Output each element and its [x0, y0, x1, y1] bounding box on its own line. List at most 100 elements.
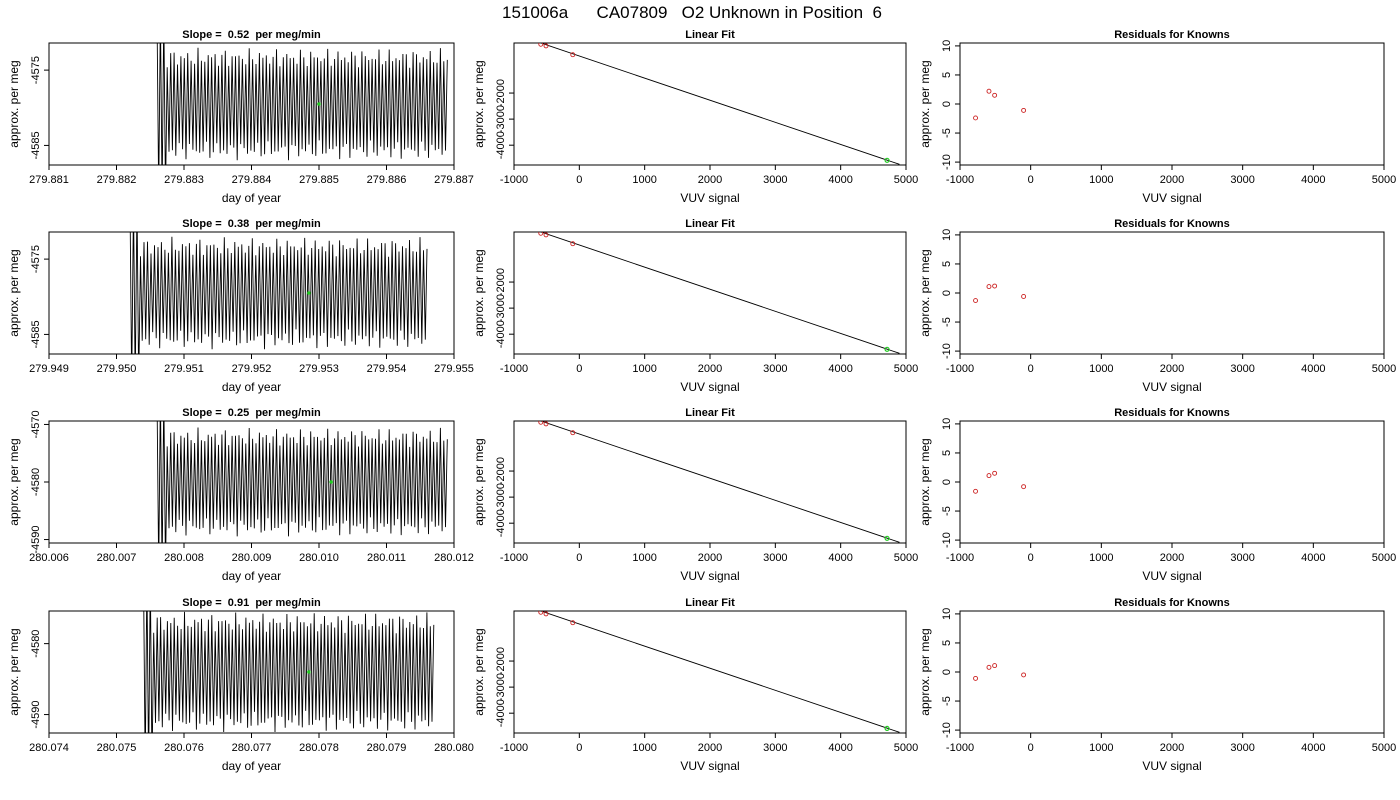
plot-area	[143, 611, 435, 733]
y-tick-label: 10	[941, 418, 953, 430]
panel-1-1: Slope = 0.52 per meg/min 279.881 279.882 27…	[7, 29, 474, 205]
x-tick-label: -1000	[946, 174, 974, 186]
x-tick-label: 279.886	[367, 174, 407, 186]
plot-area	[973, 283, 1027, 304]
y-tick-label: -5	[941, 696, 953, 706]
known-point	[526, 606, 530, 610]
x-tick-label: -1000	[946, 363, 974, 375]
y-tick-label: -4580	[30, 630, 42, 658]
x-tick-label: 5000	[894, 552, 918, 564]
x-tick-label: 2000	[1160, 363, 1184, 375]
x-tick-label: 280.007	[97, 552, 137, 564]
x-tick-label: 1000	[632, 742, 656, 754]
y-axis-label: approx. per meg	[7, 628, 21, 715]
known-point	[526, 416, 530, 420]
panel-3-1: Slope = 0.25 per meg/min 280.006 280.007 28…	[7, 407, 474, 583]
plot-area	[973, 88, 1027, 121]
known-point	[570, 241, 576, 247]
panel-4-1: Slope = 0.91 per meg/min 280.074 280.075 28…	[7, 597, 474, 773]
plot-area	[973, 663, 1027, 681]
x-tick-label: 3000	[1230, 363, 1254, 375]
signal-trace	[156, 421, 448, 543]
panel-title: Residuals for Knowns	[1114, 29, 1230, 41]
panel-title: Slope = 0.38 per meg/min	[182, 218, 321, 230]
residual-point	[992, 470, 998, 476]
x-tick-label: 0	[576, 174, 582, 186]
panel-3-3: Residuals for Knowns -1000 0 1000 2000 3000 40…	[918, 407, 1396, 583]
x-axis-label: day of year	[222, 380, 281, 394]
y-tick-label: -5	[941, 128, 953, 138]
y-tick-label: -4590	[30, 525, 42, 553]
x-tick-label: 280.006	[29, 552, 69, 564]
unknown-marker	[317, 102, 321, 106]
unknown-marker	[307, 291, 311, 295]
x-tick-label: 280.075	[97, 742, 137, 754]
y-tick-label: -4000	[495, 320, 507, 348]
x-tick-label: -1000	[946, 552, 974, 564]
y-tick-label: -4000	[495, 509, 507, 537]
y-tick-label: -4585	[30, 131, 42, 159]
x-tick-label: 279.885	[299, 174, 339, 186]
y-tick-label: -4575	[30, 56, 42, 84]
residual-point	[986, 473, 992, 479]
y-tick-label: 0	[941, 479, 953, 485]
x-tick-label: 3000	[763, 363, 787, 375]
x-axis-label: VUV signal	[1142, 380, 1201, 394]
residual-point	[973, 488, 978, 494]
x-tick-label: 3000	[763, 552, 787, 564]
x-tick-label: 2000	[698, 742, 722, 754]
y-axis-label: approx. per meg	[918, 60, 932, 147]
residual-point	[973, 675, 978, 681]
x-axis-label: day of year	[222, 191, 281, 205]
known-point	[538, 611, 544, 615]
y-tick-label: -2000	[495, 268, 507, 296]
x-tick-label: 4000	[828, 363, 852, 375]
panel-title: Linear Fit	[685, 29, 735, 41]
panel-title: Residuals for Knowns	[1114, 218, 1230, 230]
panel-title: Slope = 0.91 per meg/min	[182, 597, 321, 609]
known-point	[543, 43, 549, 49]
panel-2-2: Linear Fit -1000 0 1000 2000 3000 4000 5000 VUV …	[472, 218, 918, 394]
signal-trace	[129, 232, 428, 354]
x-tick-label: 279.883	[164, 174, 204, 186]
y-tick-label: 5	[941, 72, 953, 78]
y-tick-label: -4575	[30, 245, 42, 273]
plot-area	[538, 232, 900, 354]
plot-frame	[959, 420, 1385, 544]
unknown-point	[884, 157, 890, 163]
x-tick-label: 0	[1028, 742, 1034, 754]
y-tick-label: -4570	[30, 410, 42, 438]
y-tick-label: 5	[941, 450, 953, 456]
x-axis-label: VUV signal	[680, 759, 739, 773]
y-tick-label: -4000	[495, 699, 507, 727]
x-axis-label: VUV signal	[680, 380, 739, 394]
y-tick-label: -3000	[495, 483, 507, 511]
x-tick-label: 1000	[1089, 174, 1113, 186]
residual-point	[992, 283, 998, 289]
residual-point	[973, 298, 978, 304]
x-tick-label: 280.010	[299, 552, 339, 564]
x-tick-label: 3000	[763, 742, 787, 754]
x-tick-label: 5000	[894, 742, 918, 754]
fit-line	[539, 43, 900, 165]
y-tick-label: -2000	[495, 457, 507, 485]
x-tick-label: 279.887	[434, 174, 474, 186]
y-tick-label: 0	[941, 669, 953, 675]
known-point	[543, 421, 549, 427]
y-tick-label: -5	[941, 506, 953, 516]
panel-4-2: Linear Fit -1000 0 1000 2000 3000 4000 5000 VUV …	[472, 597, 918, 773]
x-tick-label: 0	[576, 552, 582, 564]
y-tick-label: 0	[941, 101, 953, 107]
y-tick-label: -10	[941, 343, 953, 359]
panel-1-2: Linear Fit -1000 0 1000 2000 3000 4000 5000 VUV …	[472, 29, 918, 205]
signal-trace	[156, 43, 448, 165]
residual-point	[1021, 484, 1027, 490]
residual-point	[992, 663, 998, 669]
y-tick-label: 5	[941, 640, 953, 646]
plot-area	[129, 232, 428, 354]
panel-title: Linear Fit	[685, 597, 735, 609]
x-tick-label: 280.008	[164, 552, 204, 564]
x-tick-label: 279.949	[29, 363, 69, 375]
y-tick-label: 0	[941, 290, 953, 296]
x-tick-label: 5000	[1372, 363, 1396, 375]
